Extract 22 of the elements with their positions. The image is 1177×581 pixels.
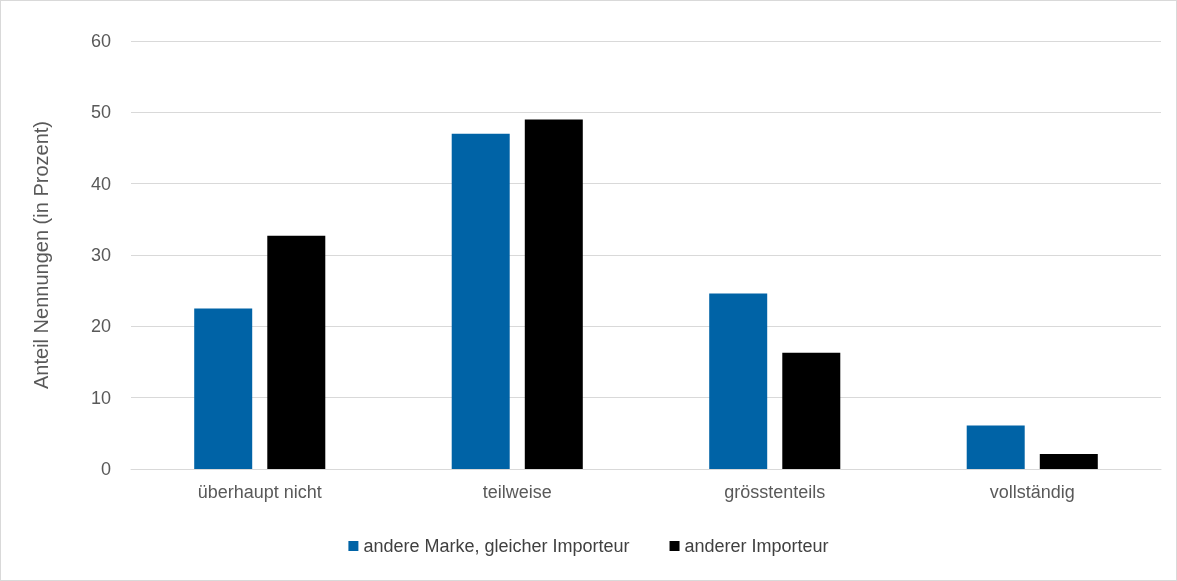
y-tick-label: 20	[90, 316, 111, 337]
bar	[524, 119, 583, 469]
bar	[709, 293, 768, 469]
x-tick-label: teilweise	[482, 482, 552, 502]
y-tick-label: 50	[90, 102, 111, 123]
x-tick-label: vollständig	[989, 482, 1075, 502]
bar	[966, 425, 1025, 469]
bar	[194, 308, 253, 469]
bar	[267, 235, 326, 469]
legend-label: anderer Importeur	[684, 536, 829, 556]
y-tick-label: 60	[90, 31, 111, 51]
y-tick-label: 30	[90, 245, 111, 265]
y-tick-label: 0	[100, 459, 111, 479]
x-tick-label: grösstenteils	[724, 482, 826, 502]
y-tick-label: 10	[90, 387, 111, 408]
bar	[451, 133, 510, 469]
legend-label: andere Marke, gleicher Importeur	[363, 536, 630, 556]
y-axis-title: Anteil Nennungen (in Prozent)	[30, 121, 52, 389]
bar	[1039, 454, 1098, 469]
y-tick-label: 40	[90, 173, 111, 194]
bar	[782, 352, 841, 469]
x-tick-label: überhaupt nicht	[197, 482, 322, 502]
